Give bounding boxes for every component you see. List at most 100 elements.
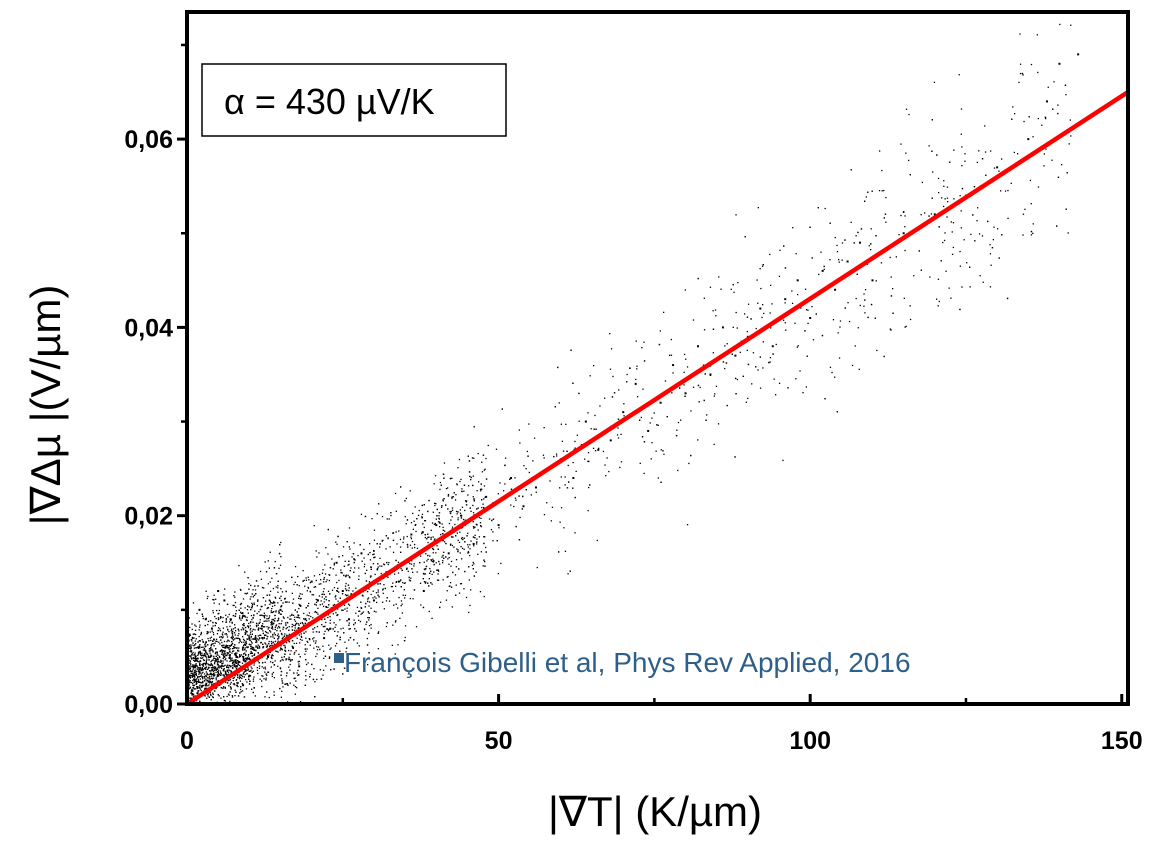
scatter-point: [938, 226, 940, 228]
scatter-point: [270, 640, 272, 643]
scatter-point: [440, 484, 442, 486]
scatter-point: [282, 626, 285, 628]
scatter-point: [572, 461, 574, 464]
scatter-point: [298, 665, 301, 668]
scatter-point: [373, 550, 375, 552]
scatter-point: [249, 675, 251, 677]
scatter-point: [457, 511, 459, 513]
scatter-point: [261, 586, 264, 589]
scatter-point: [216, 662, 219, 664]
scatter-point: [360, 607, 363, 609]
scatter-point: [228, 631, 230, 633]
scatter-point: [606, 457, 608, 459]
scatter-point: [206, 653, 208, 655]
scatter-point: [594, 450, 597, 452]
scatter-point: [285, 580, 287, 583]
scatter-point: [262, 632, 264, 635]
scatter-point: [188, 634, 190, 636]
scatter-point: [456, 513, 458, 515]
scatter-point: [1030, 203, 1032, 205]
scatter-point: [199, 685, 201, 687]
scatter-point: [438, 517, 440, 519]
scatter-point: [377, 563, 379, 565]
scatter-point: [247, 627, 250, 629]
scatter-point: [274, 626, 276, 628]
scatter-point: [388, 600, 391, 602]
scatter-point: [200, 689, 202, 692]
scatter-point: [928, 145, 930, 147]
scatter-point: [188, 679, 190, 681]
scatter-point: [221, 649, 223, 651]
scatter-point: [472, 512, 475, 514]
scatter-point: [421, 531, 423, 533]
fit-line: [185, 90, 1130, 706]
scatter-point: [420, 604, 422, 606]
scatter-point: [380, 572, 382, 575]
scatter-point: [347, 564, 349, 566]
scatter-point: [709, 286, 712, 288]
scatter-point: [267, 618, 269, 620]
scatter-point: [262, 643, 264, 645]
scatter-point: [194, 653, 196, 656]
scatter-point: [382, 589, 384, 591]
scatter-point: [757, 207, 759, 209]
scatter-point: [809, 226, 811, 228]
scatter-point: [222, 669, 224, 672]
scatter-point: [948, 287, 950, 289]
scatter-point: [201, 613, 203, 615]
scatter-point: [288, 633, 291, 636]
scatter-point: [504, 483, 506, 485]
scatter-point: [231, 637, 234, 640]
scatter-point: [216, 651, 218, 653]
scatter-point: [253, 687, 255, 689]
scatter-point: [660, 481, 662, 483]
scatter-point: [294, 566, 297, 568]
scatter-point: [342, 627, 344, 629]
scatter-point: [452, 536, 454, 538]
scatter-point: [400, 567, 402, 570]
scatter-point: [235, 610, 238, 612]
scatter-point: [572, 487, 574, 489]
scatter-point: [270, 631, 272, 633]
scatter-point: [249, 633, 251, 635]
scatter-point: [677, 421, 680, 424]
scatter-point: [199, 644, 201, 646]
scatter-point: [572, 477, 575, 480]
scatter-point: [237, 676, 239, 679]
scatter-point: [266, 618, 268, 620]
scatter-point: [472, 561, 474, 564]
scatter-point: [244, 633, 246, 635]
scatter-point: [209, 691, 211, 693]
scatter-point: [278, 635, 280, 638]
scatter-point: [367, 597, 370, 599]
scatter-point: [238, 677, 241, 680]
scatter-point: [229, 655, 231, 657]
scatter-point: [404, 597, 406, 599]
scatter-point: [448, 556, 450, 559]
scatter-point: [217, 660, 219, 663]
scatter-point: [799, 370, 801, 372]
scatter-point: [229, 679, 231, 681]
scatter-point: [461, 547, 464, 549]
scatter-point: [207, 695, 209, 697]
scatter-point: [272, 628, 274, 630]
scatter-point: [205, 675, 207, 677]
scatter-point: [805, 386, 807, 388]
scatter-point: [470, 510, 472, 512]
scatter-point: [222, 634, 224, 636]
scatter-point: [216, 640, 218, 643]
scatter-point: [207, 620, 210, 623]
scatter-point: [403, 582, 405, 584]
scatter-point: [234, 596, 236, 598]
scatter-point: [946, 186, 949, 188]
scatter-point: [223, 640, 226, 643]
scatter-point: [198, 680, 200, 682]
scatter-point: [381, 515, 384, 518]
scatter-point: [412, 598, 414, 600]
scatter-point: [226, 603, 229, 605]
scatter-point: [206, 672, 208, 674]
scatter-point: [190, 651, 192, 653]
scatter-point: [245, 642, 248, 645]
scatter-point: [195, 625, 197, 627]
scatter-point: [643, 472, 645, 475]
